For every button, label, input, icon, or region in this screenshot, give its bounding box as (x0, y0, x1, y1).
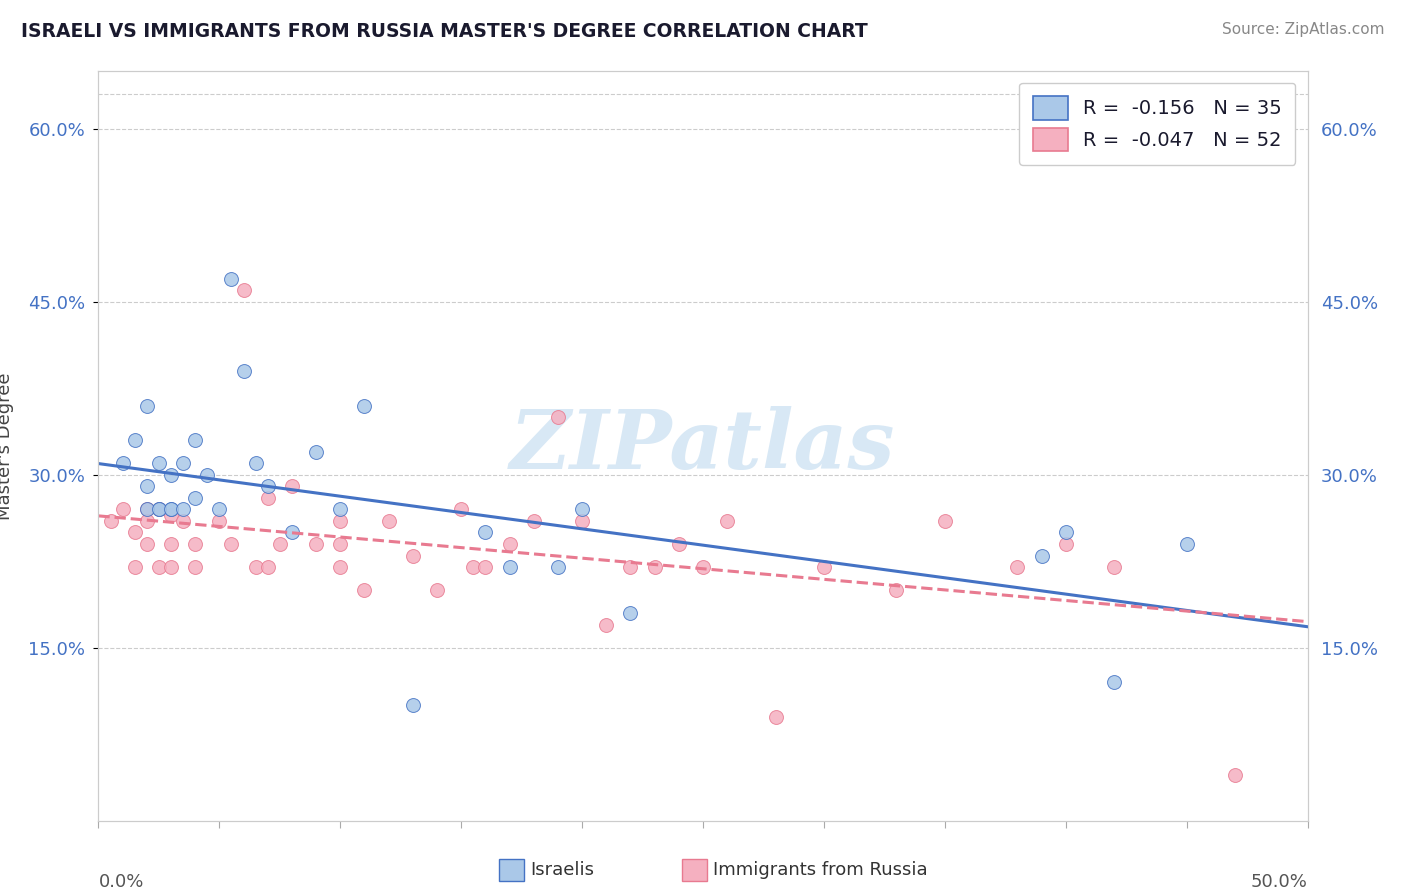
Point (256, 479, 278, 493)
Point (329, 560, 352, 574)
Point (377, 514, 399, 528)
Point (135, 502, 157, 516)
Point (184, 537, 207, 551)
Point (474, 560, 496, 574)
Text: Source: ZipAtlas.com: Source: ZipAtlas.com (1222, 22, 1385, 37)
Point (232, 364, 254, 378)
Point (221, 537, 243, 551)
Point (148, 502, 170, 516)
Point (1102, 560, 1125, 574)
Point (160, 502, 183, 516)
Text: Immigrants from Russia: Immigrants from Russia (713, 861, 928, 879)
Point (111, 456, 134, 470)
Y-axis label: Master's Degree: Master's Degree (0, 372, 14, 520)
Point (1007, 560, 1029, 574)
Point (402, 549, 425, 563)
Point (148, 502, 170, 516)
Point (1175, 537, 1198, 551)
Point (329, 537, 352, 551)
Point (160, 537, 183, 551)
Point (281, 479, 304, 493)
Point (619, 560, 641, 574)
Point (426, 583, 449, 598)
Point (463, 560, 485, 574)
Point (135, 537, 157, 551)
Point (305, 444, 328, 458)
Point (329, 514, 352, 528)
Point (498, 560, 520, 574)
Point (111, 502, 134, 516)
Point (547, 410, 569, 425)
Point (208, 502, 231, 516)
Point (160, 508, 183, 523)
Point (100, 514, 122, 528)
Point (886, 583, 908, 598)
Point (245, 456, 267, 470)
Point (353, 399, 375, 413)
Point (523, 514, 546, 528)
Point (172, 514, 194, 528)
Point (474, 525, 496, 540)
Point (135, 479, 157, 493)
Point (305, 537, 328, 551)
Point (571, 514, 593, 528)
Legend: R =  -0.156   N = 35, R =  -0.047   N = 52: R = -0.156 N = 35, R = -0.047 N = 52 (1019, 83, 1295, 165)
Point (160, 502, 183, 516)
Text: 50.0%: 50.0% (1251, 873, 1308, 891)
Point (619, 606, 641, 620)
Point (135, 514, 157, 528)
Point (329, 502, 352, 516)
Point (595, 617, 617, 632)
Point (172, 502, 194, 516)
Point (765, 710, 787, 724)
Point (184, 491, 207, 505)
Point (124, 434, 146, 448)
Point (571, 502, 593, 516)
Point (716, 514, 738, 528)
Text: ZIPatlas: ZIPatlas (510, 406, 896, 486)
Point (934, 514, 956, 528)
Point (256, 560, 278, 574)
Point (256, 491, 278, 505)
Point (813, 560, 835, 574)
Point (1054, 537, 1077, 551)
Point (269, 537, 291, 551)
Point (668, 537, 690, 551)
Point (124, 525, 146, 540)
Point (148, 560, 170, 574)
Point (184, 560, 207, 574)
Point (135, 399, 157, 413)
Point (195, 467, 218, 482)
Point (221, 272, 243, 286)
Point (160, 467, 183, 482)
Point (184, 434, 207, 448)
Point (1054, 525, 1077, 540)
Point (208, 514, 231, 528)
Text: 0.0%: 0.0% (98, 873, 143, 891)
Point (1102, 675, 1125, 690)
Point (124, 560, 146, 574)
Point (644, 560, 666, 574)
Point (172, 456, 194, 470)
Point (1031, 549, 1053, 563)
Point (498, 537, 520, 551)
Point (160, 560, 183, 574)
Point (245, 560, 267, 574)
Point (281, 525, 304, 540)
Point (353, 583, 375, 598)
Point (402, 698, 425, 713)
Point (232, 284, 254, 298)
Point (1223, 767, 1246, 781)
Point (135, 502, 157, 516)
Point (692, 560, 714, 574)
Text: ISRAELI VS IMMIGRANTS FROM RUSSIA MASTER'S DEGREE CORRELATION CHART: ISRAELI VS IMMIGRANTS FROM RUSSIA MASTER… (21, 22, 868, 41)
Point (450, 502, 472, 516)
Point (148, 456, 170, 470)
Point (547, 560, 569, 574)
Point (148, 502, 170, 516)
Text: Israelis: Israelis (530, 861, 595, 879)
